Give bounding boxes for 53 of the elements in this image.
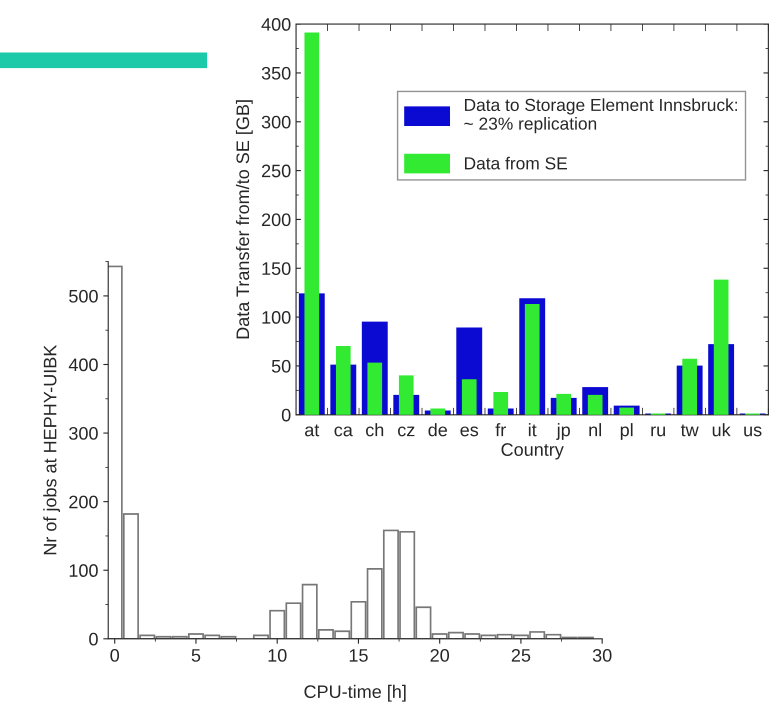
legend-label: Data to Storage Element Innsbruck: ~ 23% replication bbox=[464, 98, 737, 134]
x-tick-label: jp bbox=[556, 423, 570, 440]
bar bbox=[367, 362, 382, 415]
bar bbox=[336, 346, 351, 415]
y-tick-label: 250 bbox=[262, 164, 290, 178]
x-tick-label: 30 bbox=[592, 649, 612, 662]
legend-label: Data from SE bbox=[464, 156, 568, 170]
y-tick-label: 100 bbox=[262, 311, 290, 324]
x-axis-title: CPU-time [h] bbox=[304, 684, 406, 702]
y-tick-label: 200 bbox=[262, 213, 290, 226]
y-tick-label: 300 bbox=[262, 116, 290, 128]
x-tick-label: nl bbox=[589, 423, 602, 436]
x-tick-label: ch bbox=[366, 423, 384, 436]
x-tick-label: at bbox=[305, 424, 320, 436]
y-tick-label: 400 bbox=[68, 358, 98, 372]
x-tick-label: uk bbox=[712, 423, 731, 436]
bar bbox=[493, 392, 508, 415]
bar bbox=[304, 32, 320, 415]
x-tick-label: 20 bbox=[430, 649, 450, 662]
bar bbox=[398, 375, 414, 415]
x-tick-label: fr bbox=[495, 423, 506, 436]
x-tick-label: es bbox=[460, 426, 478, 436]
x-tick-label: 10 bbox=[268, 649, 287, 662]
y-tick-label: 200 bbox=[69, 496, 98, 508]
x-tick-label: ca bbox=[334, 426, 353, 436]
x-tick-label: it bbox=[528, 423, 537, 436]
y-tick-label: 400 bbox=[261, 18, 290, 31]
x-tick-label: 0 bbox=[110, 649, 120, 662]
x-axis-title: Country bbox=[502, 443, 564, 460]
x-tick-label: de bbox=[428, 423, 447, 436]
y-tick-label: 50 bbox=[272, 360, 290, 373]
y-tick-label: 150 bbox=[262, 262, 290, 275]
bar bbox=[714, 280, 728, 415]
x-tick-label: us bbox=[744, 426, 762, 436]
y-axis-title: Data Transfer from/to SE [GB] bbox=[236, 100, 253, 338]
y-tick-label: 0 bbox=[282, 408, 290, 422]
x-tick-label: cz bbox=[398, 426, 414, 436]
bar bbox=[556, 394, 572, 415]
x-tick-label: 5 bbox=[192, 649, 200, 662]
x-tick-label: 25 bbox=[512, 649, 530, 662]
y-tick-label: 350 bbox=[262, 66, 290, 80]
bar bbox=[682, 358, 697, 415]
y-axis-title: Nr of jobs at HEPHY-UIBK bbox=[43, 344, 60, 554]
y-tick-label: 100 bbox=[70, 564, 98, 577]
bar bbox=[462, 379, 477, 415]
y-tick-label: 0 bbox=[89, 632, 98, 646]
bar bbox=[430, 408, 446, 415]
x-tick-label: tw bbox=[680, 424, 699, 436]
x-tick-label: pl bbox=[620, 423, 632, 440]
x-tick-label: 15 bbox=[350, 649, 368, 662]
x-tick-label: ru bbox=[651, 426, 665, 436]
y-tick-label: 500 bbox=[69, 290, 98, 303]
y-tick-label: 300 bbox=[69, 427, 98, 440]
